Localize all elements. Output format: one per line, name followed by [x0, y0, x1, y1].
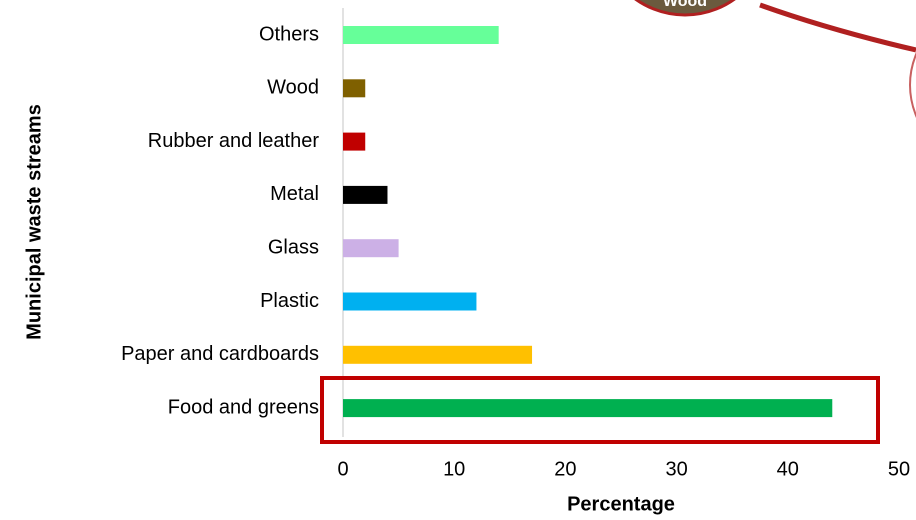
x-axis-label: Percentage: [567, 493, 675, 515]
bar: [343, 132, 366, 151]
y-tick-label: Food and greens: [168, 396, 319, 418]
y-tick-label: Others: [259, 23, 319, 45]
x-tick-label: 20: [554, 458, 576, 480]
bar: [343, 345, 533, 364]
highlight-box: [320, 376, 880, 444]
y-tick-label: Paper and cardboards: [121, 343, 319, 365]
x-tick-label: 10: [443, 458, 465, 480]
x-tick-label: 30: [665, 458, 687, 480]
y-tick-label: Metal: [270, 183, 319, 205]
inset-label: Wood: [663, 0, 707, 10]
bar: [343, 239, 399, 258]
y-tick-label: Rubber and leather: [148, 130, 320, 152]
photo-inset: [634, 0, 736, 17]
y-tick-label: Plastic: [260, 290, 319, 312]
bar: [343, 79, 366, 98]
bar: [343, 399, 833, 418]
photo-inset: [909, 52, 916, 118]
y-tick-label: Wood: [267, 77, 319, 99]
y-axis-label: Municipal waste streams: [23, 104, 45, 340]
bar: [343, 26, 499, 44]
connector: [759, 2, 916, 53]
x-tick-label: 0: [337, 458, 348, 480]
x-tick-label: 50: [888, 458, 910, 480]
y-tick-label: Glass: [268, 236, 319, 258]
bar: [343, 185, 388, 204]
x-tick-label: 40: [777, 458, 799, 480]
bar: [343, 292, 477, 311]
